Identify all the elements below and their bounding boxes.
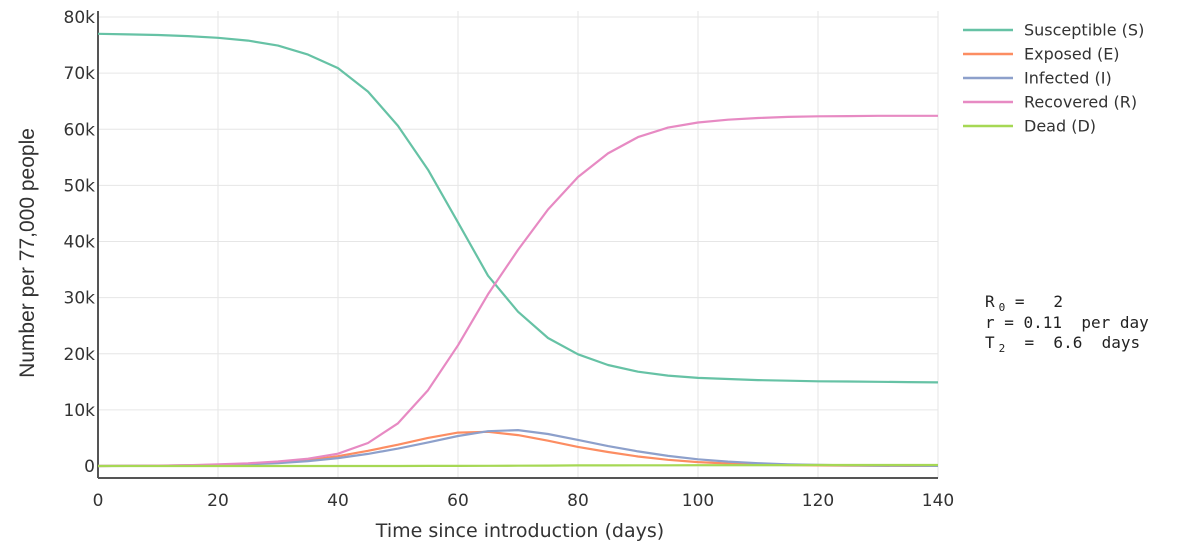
axes — [97, 11, 938, 479]
x-tick-labels: 0 20 40 60 80 100 120 140 — [93, 491, 955, 511]
x-axis-title: Time since introduction (days) — [375, 520, 664, 542]
legend-label-susceptible: Susceptible (S) — [1024, 21, 1144, 40]
x-tick-label: 0 — [93, 491, 104, 511]
legend-label-exposed: Exposed (E) — [1024, 45, 1120, 64]
susceptible-line — [97, 32, 939, 384]
series-lines — [97, 32, 939, 468]
recovered-line — [97, 114, 938, 468]
grid — [98, 11, 939, 478]
x-tick-label: 140 — [922, 491, 954, 511]
y-tick-label: 40k — [64, 233, 96, 253]
legend: Susceptible (S) Exposed (E) Infected (I) Re… — [963, 21, 1144, 136]
x-tick-label: 80 — [567, 491, 589, 511]
y-tick-labels: 0 10k 20k 30k 40k 50k 60k 70k 80k — [64, 8, 96, 477]
legend-label-dead: Dead (D) — [1024, 117, 1096, 136]
y-tick-label: 20k — [64, 345, 96, 365]
legend-label-recovered: Recovered (R) — [1024, 93, 1137, 112]
y-axis-title: Number per 77,000 people — [16, 128, 39, 378]
y-tick-label: 10k — [64, 401, 96, 421]
growth-rate-annotation: r = 0.11 per day — [985, 313, 1149, 332]
y-tick-label: 80k — [64, 8, 96, 28]
x-tick-label: 60 — [447, 491, 469, 511]
x-tick-label: 40 — [327, 491, 349, 511]
y-tick-label: 0 — [84, 457, 95, 477]
x-tick-label: 100 — [682, 491, 714, 511]
dead-line — [98, 463, 938, 468]
y-tick-label: 30k — [64, 289, 96, 309]
y-tick-label: 70k — [64, 64, 96, 84]
x-tick-label: 20 — [207, 491, 229, 511]
y-tick-label: 50k — [64, 176, 96, 196]
exposed-line — [97, 430, 938, 468]
x-tick-label: 120 — [802, 491, 834, 511]
legend-label-infected: Infected (I) — [1024, 69, 1112, 88]
y-tick-label: 60k — [64, 120, 96, 140]
